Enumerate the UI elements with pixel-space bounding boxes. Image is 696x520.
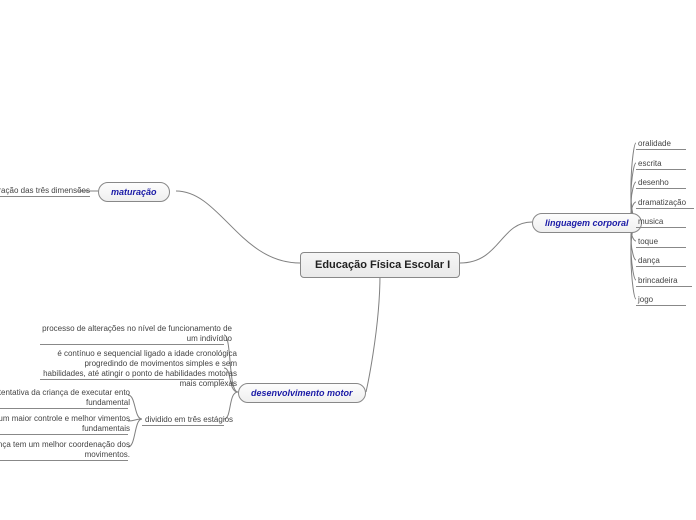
leaf-underline bbox=[636, 169, 686, 170]
leaf-linguagem-7: brincadeira bbox=[638, 276, 678, 286]
leaf-linguagem-5: toque bbox=[638, 237, 658, 247]
leaf-underline bbox=[636, 208, 694, 209]
leaf-dev-2-sub-2: e estagio a criança tem um melhor coorde… bbox=[0, 440, 130, 460]
leaf-underline bbox=[636, 286, 692, 287]
leaf-underline bbox=[142, 425, 224, 426]
leaf-underline bbox=[636, 149, 686, 150]
leaf-underline bbox=[0, 434, 128, 435]
leaf-underline bbox=[0, 460, 128, 461]
branch-maturacao[interactable]: maturação bbox=[98, 182, 170, 202]
leaf-dev-1: é contínuo e sequencial ligado a idade c… bbox=[42, 349, 237, 389]
leaf-underline bbox=[40, 344, 224, 345]
branch-linguagem[interactable]: linguagem corporal bbox=[532, 213, 642, 233]
leaf-underline bbox=[636, 305, 686, 306]
root-label: Educação Física Escolar I bbox=[315, 259, 450, 271]
leaf-underline bbox=[40, 379, 224, 380]
leaf-dev-2-sub-0: ocorre a tentativa da criança de executa… bbox=[0, 388, 130, 408]
leaf-linguagem-2: desenho bbox=[638, 178, 669, 188]
leaf-linguagem-0: oralidade bbox=[638, 139, 671, 149]
branch-desenvolvimento-label: desenvolvimento motor bbox=[251, 388, 353, 398]
leaf-dev-2: dividido em três estágios bbox=[145, 415, 235, 425]
leaf-underline bbox=[636, 227, 686, 228]
leaf-linguagem-3: dramatização bbox=[638, 198, 686, 208]
leaf-underline bbox=[636, 247, 686, 248]
leaf-dev-0: processo de alterações no nível de funci… bbox=[42, 324, 232, 344]
root-node[interactable]: Educação Física Escolar I bbox=[300, 252, 460, 278]
leaf-underline bbox=[636, 266, 686, 267]
branch-desenvolvimento[interactable]: desenvolvimento motor bbox=[238, 383, 366, 403]
leaf-dev-2-sub-1: de há um maior controle e melhor vimento… bbox=[0, 414, 130, 434]
leaf-linguagem-6: dança bbox=[638, 256, 660, 266]
leaf-underline bbox=[0, 408, 128, 409]
leaf-maturacao-0: ração das três dimensões bbox=[0, 186, 90, 196]
leaf-underline bbox=[636, 188, 686, 189]
branch-maturacao-label: maturação bbox=[111, 187, 157, 197]
leaf-linguagem-1: escrita bbox=[638, 159, 662, 169]
leaf-linguagem-8: jogo bbox=[638, 295, 653, 305]
leaf-linguagem-4: musica bbox=[638, 217, 663, 227]
branch-linguagem-label: linguagem corporal bbox=[545, 218, 629, 228]
leaf-underline bbox=[0, 196, 90, 197]
